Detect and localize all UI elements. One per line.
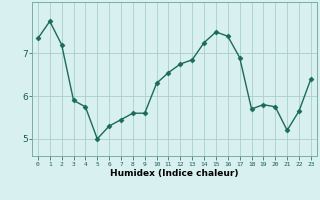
- X-axis label: Humidex (Indice chaleur): Humidex (Indice chaleur): [110, 169, 239, 178]
